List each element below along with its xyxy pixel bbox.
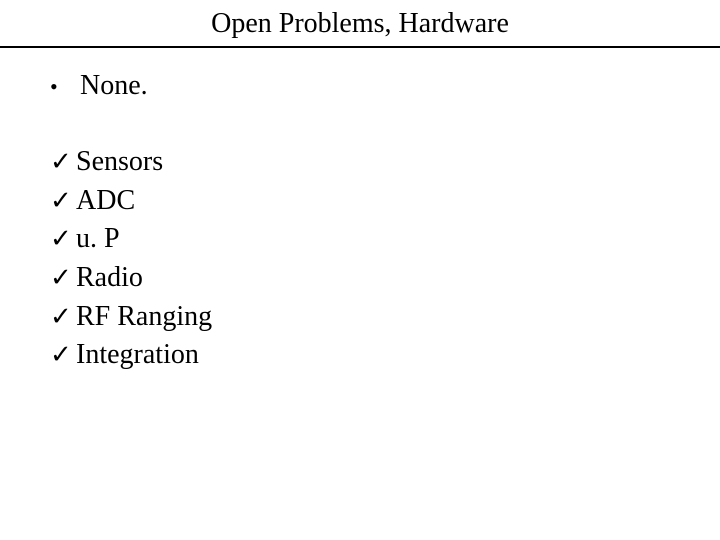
check-icon: ✓ (50, 221, 76, 257)
spacer (50, 105, 720, 143)
bullet-text: None. (80, 66, 148, 105)
check-item: ✓ Integration (50, 336, 720, 375)
check-item: ✓ Sensors (50, 143, 720, 182)
check-text: Radio (76, 259, 143, 298)
check-text: u. P (76, 220, 120, 259)
check-text: ADC (76, 182, 135, 221)
check-icon: ✓ (50, 337, 76, 373)
check-icon: ✓ (50, 183, 76, 219)
check-text: RF Ranging (76, 298, 212, 337)
check-icon: ✓ (50, 260, 76, 296)
check-icon: ✓ (50, 299, 76, 335)
slide-title: Open Problems, Hardware (0, 8, 720, 40)
check-item: ✓ ADC (50, 182, 720, 221)
title-area: Open Problems, Hardware (0, 0, 720, 48)
check-item: ✓ u. P (50, 220, 720, 259)
slide-container: Open Problems, Hardware • None. ✓ Sensor… (0, 0, 720, 540)
bullet-item: • None. (50, 66, 720, 105)
check-text: Integration (76, 336, 199, 375)
slide-content: • None. ✓ Sensors ✓ ADC ✓ u. P ✓ Radio ✓… (0, 48, 720, 375)
bullet-marker-icon: • (50, 68, 80, 103)
check-item: ✓ Radio (50, 259, 720, 298)
check-item: ✓ RF Ranging (50, 298, 720, 337)
check-icon: ✓ (50, 144, 76, 180)
check-text: Sensors (76, 143, 163, 182)
